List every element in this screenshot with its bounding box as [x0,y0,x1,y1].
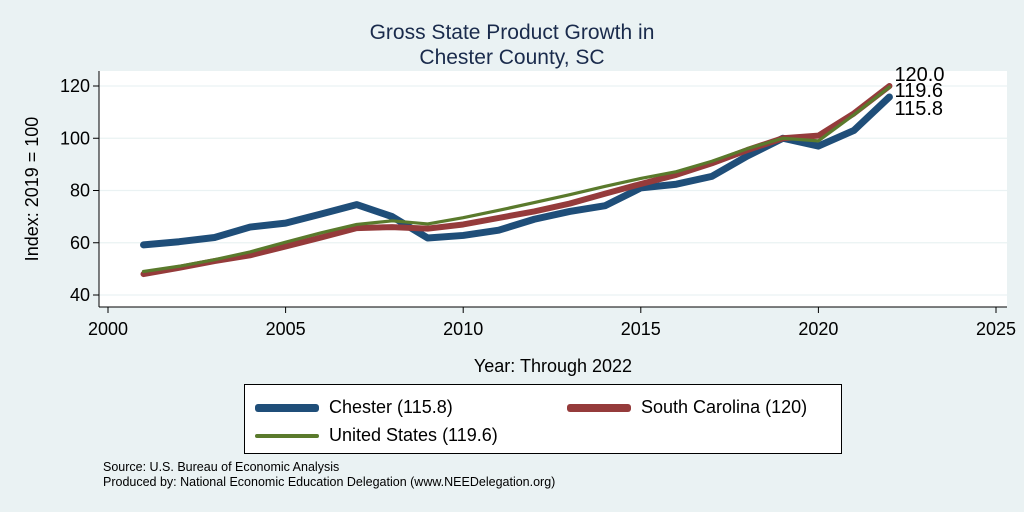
end-label-united-states: 119.6 [894,80,943,102]
legend-swatch-chester [255,403,319,412]
x-tick-label-2005: 2005 [266,319,306,339]
legend-item-united-states: United States (119.6) [255,425,498,446]
source-note: Source: U.S. Bureau of Economic Analysis [103,460,340,474]
series-line-united-states [141,85,892,274]
end-label-chester: 115.8 [894,98,943,120]
legend-swatch-south-carolina [567,403,631,412]
x-tick-label-2015: 2015 [621,319,661,339]
y-axis-title: Index: 2019 = 100 [22,117,42,262]
y-tick-label-40: 40 [70,285,90,305]
legend: Chester (115.8) South Carolina (120) Uni… [244,384,842,454]
legend-swatch-united-states [255,433,319,438]
legend-label-south-carolina: South Carolina (120) [641,397,808,417]
end-label-south-carolina: 120.0 [894,64,944,86]
chart-title-line2: Chester County, SC [419,46,605,69]
chart-title-line1: Gross State Product Growth in [369,21,655,44]
produced-by-note: Produced by: National Economic Education… [103,475,556,489]
x-tick-label-2010: 2010 [443,319,483,339]
plot-area [99,71,1007,307]
legend-item-south-carolina: South Carolina (120) [567,397,807,418]
y-tick-label-80: 80 [70,181,90,201]
x-tick-label-2025: 2025 [976,319,1016,339]
x-tick-label-2020: 2020 [798,319,838,339]
y-tick-label-120: 120 [60,76,90,96]
legend-label-chester: Chester (115.8) [329,397,453,417]
legend-label-united-states: United States (119.6) [329,425,498,445]
y-tick-label-100: 100 [60,128,90,148]
y-tick-label-60: 60 [70,233,90,253]
legend-item-chester: Chester (115.8) [255,397,453,418]
x-tick-label-2000: 2000 [88,319,128,339]
x-axis-title: Year: Through 2022 [474,356,632,376]
